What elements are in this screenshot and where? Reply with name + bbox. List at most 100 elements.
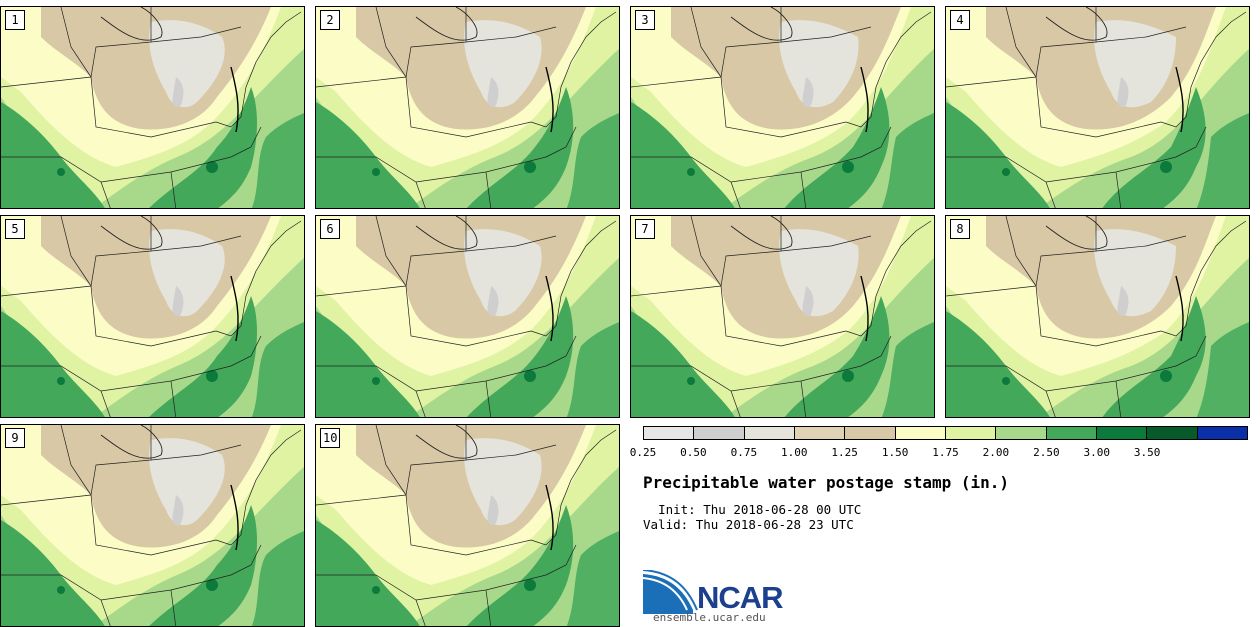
boundary-line <box>215 11 302 128</box>
boundary-line <box>60 216 92 287</box>
boundary-line <box>150 235 242 252</box>
stamp-member-2: 2 <box>315 6 620 209</box>
pw-region <box>149 505 257 626</box>
pw-region <box>251 112 304 208</box>
pw-region <box>149 296 257 417</box>
colorbar-swatch <box>995 427 1046 439</box>
coastline <box>415 7 478 41</box>
pw-region <box>464 20 542 108</box>
boundary-line <box>1 216 152 297</box>
boundary-line <box>545 335 577 367</box>
coastline <box>730 7 793 41</box>
boundary-line <box>316 7 467 88</box>
pw-region <box>784 87 890 208</box>
boundary-line <box>230 544 262 576</box>
pw-region <box>524 370 536 382</box>
member-number: 7 <box>635 219 655 239</box>
coastline <box>730 216 793 250</box>
precipitable-water-map <box>631 216 934 417</box>
stamp-member-9: 9 <box>0 424 305 627</box>
pw-region <box>172 77 184 107</box>
boundary-line <box>230 335 262 367</box>
coastline <box>100 216 163 250</box>
boundary-line <box>465 235 557 252</box>
figure-title: Precipitable water postage stamp (in.) <box>643 473 1010 492</box>
boundary-line <box>530 429 617 546</box>
pw-region <box>687 377 695 385</box>
valid-value: Thu 2018-06-28 23 UTC <box>695 517 854 532</box>
boundary-line <box>1175 335 1207 367</box>
boundary-line <box>730 181 741 208</box>
pw-region <box>1160 161 1172 173</box>
pw-region <box>149 438 225 526</box>
colorbar-tick-label: 0.25 <box>629 446 657 459</box>
pw-region <box>149 20 225 108</box>
logo-name: NCAR <box>697 580 784 615</box>
boundary-line <box>316 216 467 297</box>
pw-region <box>631 102 735 208</box>
pw-region <box>206 161 218 173</box>
pw-region <box>57 168 65 176</box>
pw-region <box>802 286 814 316</box>
pw-region <box>802 77 814 107</box>
boundary-line <box>375 425 407 496</box>
coastline <box>415 425 478 459</box>
boundary-line <box>1160 11 1247 128</box>
boundary-line <box>545 126 577 158</box>
coastline <box>100 7 163 41</box>
coastline <box>100 425 163 459</box>
member-number: 4 <box>950 10 970 30</box>
pw-region <box>372 586 380 594</box>
boundary-line <box>845 11 932 128</box>
pw-region <box>881 321 934 417</box>
pw-region <box>524 579 536 591</box>
pw-region <box>566 321 619 417</box>
coastline <box>230 66 239 133</box>
boundary-line <box>150 444 242 461</box>
pw-region <box>372 168 380 176</box>
precipitable-water-map <box>1 425 304 626</box>
colorbar-swatch <box>1095 427 1147 439</box>
precipitable-water-map <box>631 7 934 208</box>
pw-region <box>842 161 854 173</box>
colorbar-tick-label: 1.25 <box>831 446 858 459</box>
boundary-line <box>860 126 892 158</box>
pw-region <box>487 286 499 316</box>
boundary-line <box>720 76 847 138</box>
boundary-line <box>465 26 557 43</box>
boundary-line <box>405 76 532 138</box>
pw-region <box>251 321 304 417</box>
boundary-line <box>1005 7 1037 78</box>
coastline <box>1045 216 1108 250</box>
pw-region <box>1196 112 1249 208</box>
coastline <box>860 275 869 342</box>
pw-region <box>316 102 420 208</box>
boundary-line <box>100 599 111 626</box>
boundary-line <box>485 589 492 626</box>
precipitable-water-map <box>316 216 619 417</box>
coastline <box>415 216 478 250</box>
member-number: 8 <box>950 219 970 239</box>
boundary-line <box>946 7 1097 88</box>
precipitable-water-map <box>946 216 1249 417</box>
boundary-line <box>845 220 932 337</box>
boundary-line <box>90 494 217 556</box>
pw-region <box>784 296 890 417</box>
boundary-line <box>100 181 111 208</box>
boundary-line <box>415 181 426 208</box>
colorbar-swatch <box>1196 427 1247 439</box>
pw-region <box>1160 370 1172 382</box>
colorbar-swatch <box>743 427 794 439</box>
boundary-line <box>530 220 617 337</box>
boundary-line <box>1045 181 1056 208</box>
member-number: 10 <box>320 428 341 448</box>
member-number: 2 <box>320 10 340 30</box>
pw-region <box>487 495 499 525</box>
pw-region <box>946 102 1050 208</box>
member-number: 6 <box>320 219 340 239</box>
pw-region <box>464 438 542 526</box>
colorbar-swatch <box>693 427 744 439</box>
member-number: 3 <box>635 10 655 30</box>
pw-region <box>1002 168 1010 176</box>
boundary-line <box>720 285 847 347</box>
